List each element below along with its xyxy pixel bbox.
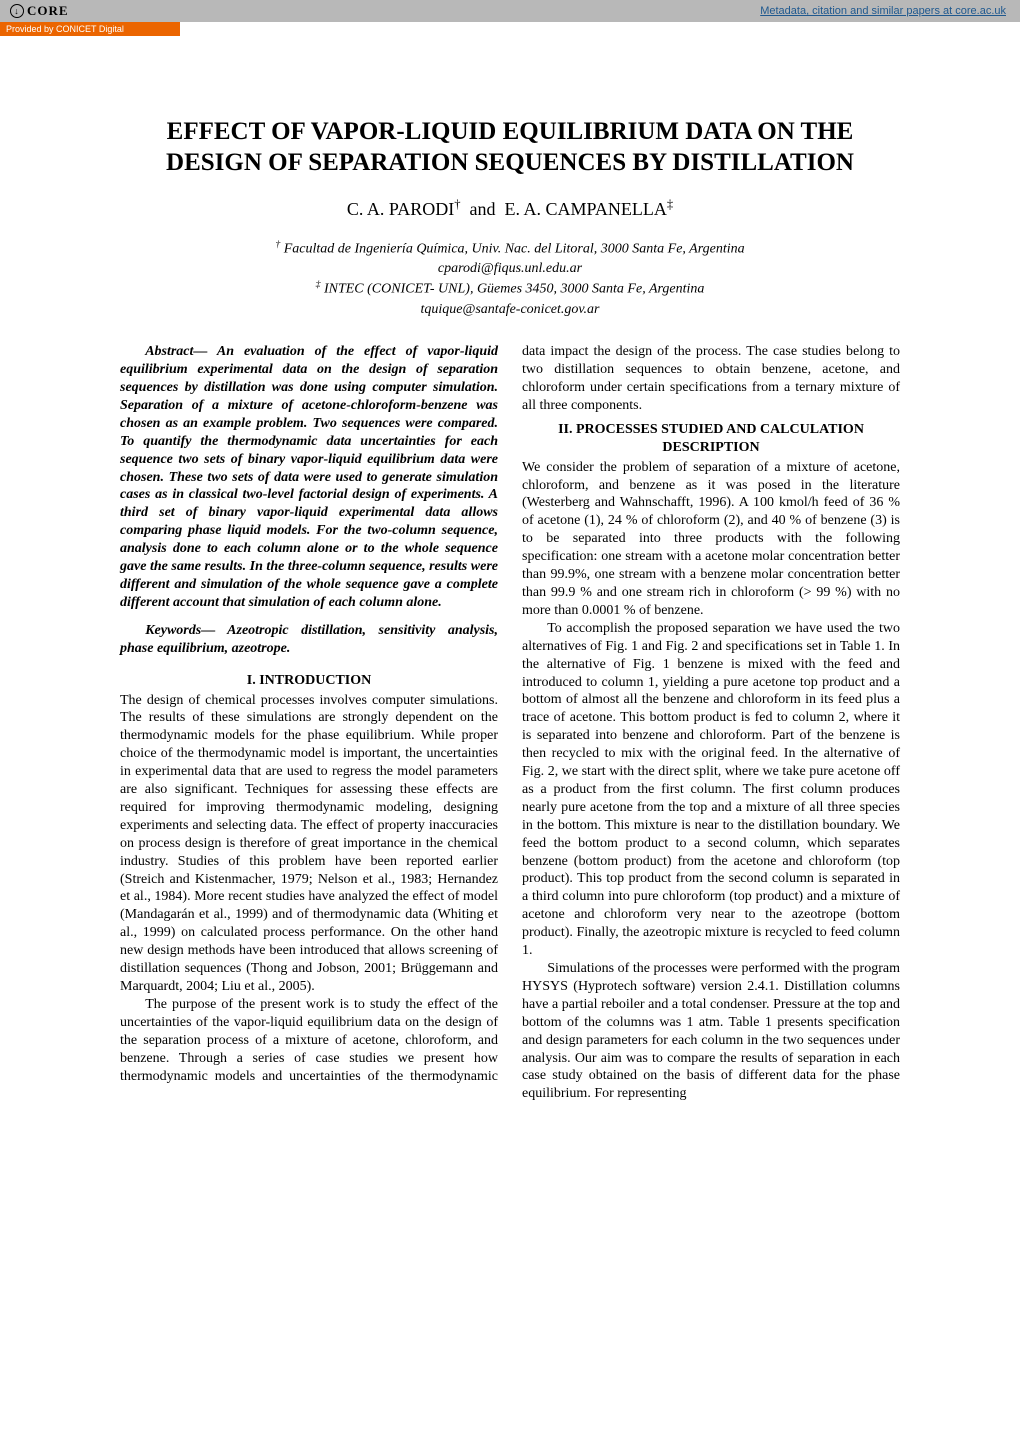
keywords-block: Keywords— Azeotropic distillation, sensi… xyxy=(120,622,498,658)
sec2-para-3: Simulations of the processes were perfor… xyxy=(522,960,900,1103)
paper-title: EFFECT OF VAPOR-LIQUID EQUILIBRIUM DATA … xyxy=(120,116,900,179)
affil2-email: tquique@santafe-conicet.gov.ar xyxy=(120,300,900,320)
intro-para-1: The design of chemical processes involve… xyxy=(120,692,498,996)
abstract-label: Abstract xyxy=(145,344,193,359)
metadata-link[interactable]: Metadata, citation and similar papers at… xyxy=(760,5,1006,17)
sec2-para-1: We consider the problem of separation of… xyxy=(522,459,900,620)
keywords-label: Keywords xyxy=(145,623,201,638)
paper-affiliations: † Facultad de Ingeniería Química, Univ. … xyxy=(120,238,900,320)
provided-by-banner: Provided by CONICET Digital xyxy=(0,22,180,36)
affil1-text: Facultad de Ingeniería Química, Univ. Na… xyxy=(280,241,744,256)
header-bar: CORE Metadata, citation and similar pape… xyxy=(0,0,1020,22)
body-columns: Abstract— An evaluation of the effect of… xyxy=(120,343,900,1103)
download-circle-icon xyxy=(10,4,24,18)
affil1-email: cparodi@fiqus.unl.edu.ar xyxy=(120,259,900,279)
abstract-body: — An evaluation of the effect of vapor-l… xyxy=(120,344,498,610)
paper-authors: C. A. PARODI† and E. A. CAMPANELLA‡ xyxy=(120,197,900,220)
paper-page: EFFECT OF VAPOR-LIQUID EQUILIBRIUM DATA … xyxy=(0,36,1020,1143)
abstract-block: Abstract— An evaluation of the effect of… xyxy=(120,343,498,612)
core-logo: CORE xyxy=(0,3,69,19)
sec2-para-2: To accomplish the proposed separation we… xyxy=(522,620,900,960)
section1-heading: I. INTRODUCTION xyxy=(120,672,498,690)
section2-heading: II. PROCESSES STUDIED AND CALCULATION DE… xyxy=(522,421,900,457)
affil2-text: INTEC (CONICET- UNL), Güemes 3450, 3000 … xyxy=(320,282,704,297)
core-logo-text: CORE xyxy=(27,3,69,19)
